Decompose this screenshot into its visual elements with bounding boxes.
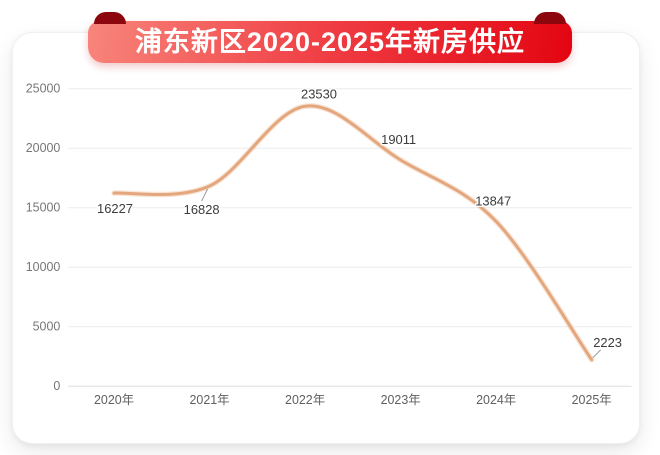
data-point-label: 16227 bbox=[97, 201, 133, 216]
new-housing-supply-line-chart: 0 5000 10000 15000 20000 25000 2020年 2021年 2022年… bbox=[26, 82, 632, 407]
data-point-label: 13847 bbox=[475, 194, 511, 209]
y-axis-tick-label: 15000 bbox=[26, 201, 61, 215]
data-label-leader-line bbox=[592, 349, 602, 359]
x-axis-tick-label: 2025年 bbox=[572, 393, 612, 407]
chart-card: 0 5000 10000 15000 20000 25000 2020年 2021年 2022年… bbox=[12, 32, 640, 444]
data-point-label: 2223 bbox=[593, 335, 622, 350]
y-axis-tick-label: 5000 bbox=[33, 320, 61, 334]
page-title: 浦东新区2020-2025年新房供应 bbox=[134, 26, 526, 57]
x-axis-tick-label: 2021年 bbox=[190, 393, 230, 407]
ribbon-fold-right-icon bbox=[534, 12, 566, 24]
data-point-label: 16828 bbox=[184, 202, 220, 217]
y-axis-tick-label: 10000 bbox=[26, 260, 61, 274]
y-axis-tick-label: 25000 bbox=[26, 82, 61, 96]
x-axis-tick-label: 2024年 bbox=[476, 393, 516, 407]
line-series bbox=[112, 104, 594, 362]
x-axis-tick-label: 2023年 bbox=[381, 393, 421, 407]
data-point-label: 23530 bbox=[301, 86, 337, 101]
y-axis-tick-label: 0 bbox=[53, 379, 60, 393]
data-point-label: 19011 bbox=[381, 132, 416, 147]
ribbon-fold-left-icon bbox=[94, 12, 126, 24]
x-axis-tick-label: 2020年 bbox=[94, 393, 134, 407]
x-axis-tick-label: 2022年 bbox=[285, 393, 325, 407]
title-banner: 浦东新区2020-2025年新房供应 bbox=[88, 12, 572, 63]
line-series-halo bbox=[111, 103, 595, 363]
y-axis-tick-label: 20000 bbox=[26, 141, 61, 155]
data-label-leader-line bbox=[201, 188, 209, 202]
